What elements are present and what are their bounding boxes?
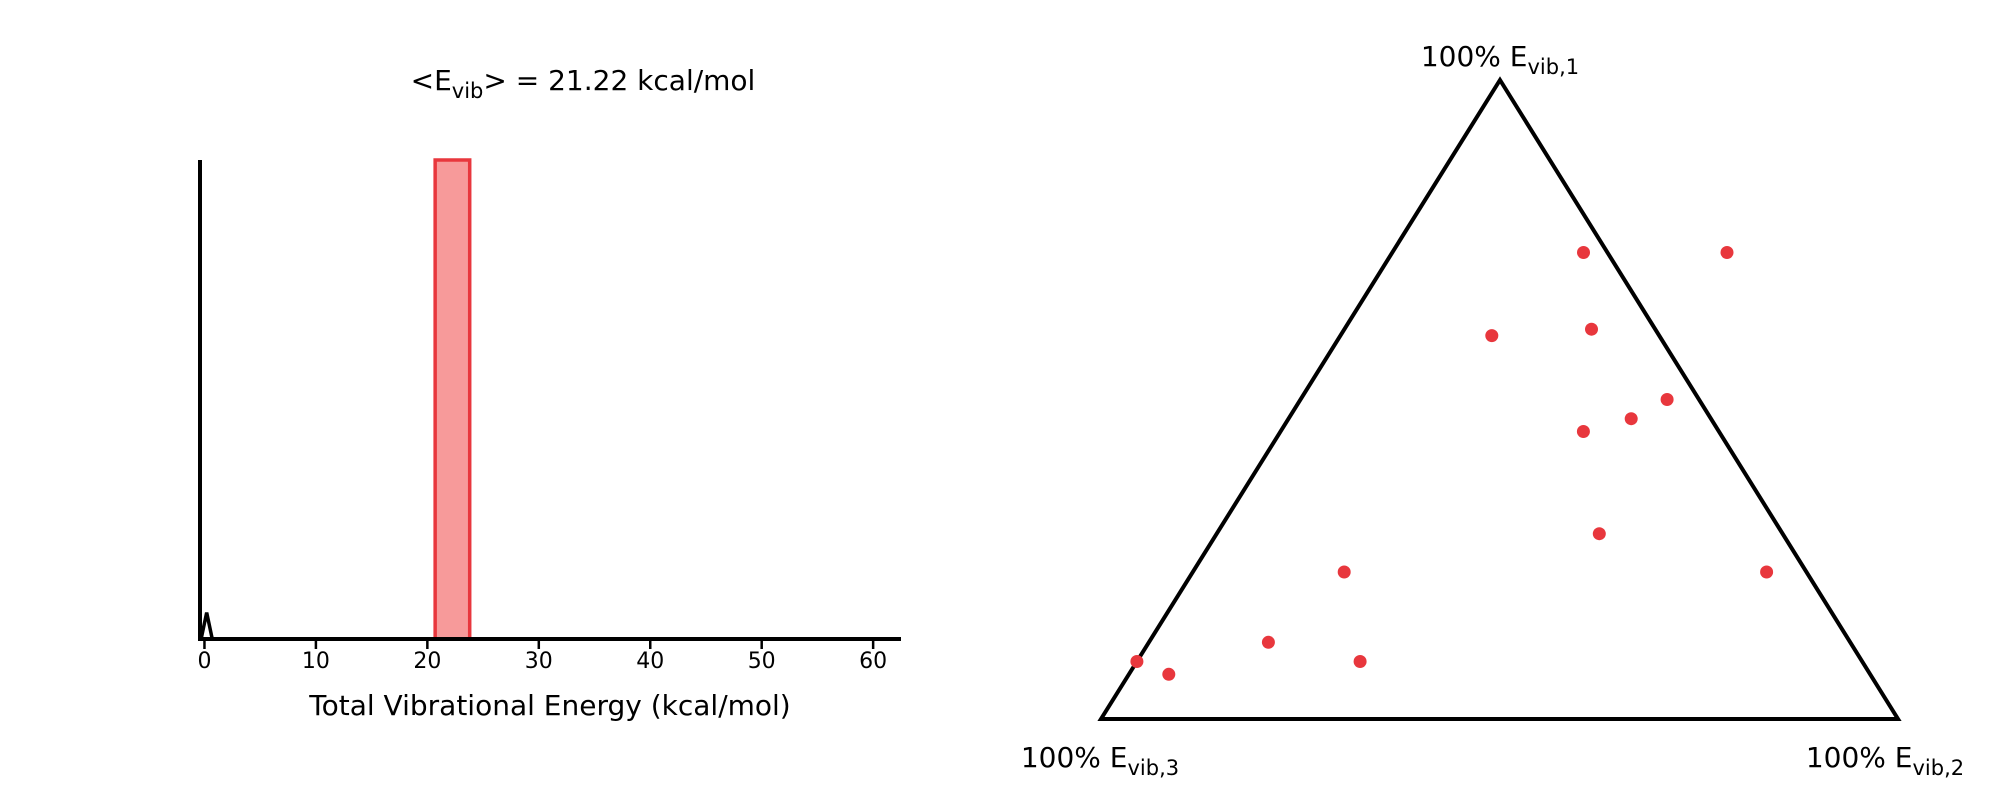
histogram-bar-0: [433, 158, 472, 641]
ternary-panel: 100% Evib,1 100% Evib,2 100% Evib,3: [1021, 40, 1964, 780]
ternary-point: [1585, 322, 1598, 336]
x-tick-label: 40: [636, 649, 664, 674]
x-tick-label: 20: [413, 649, 441, 674]
ternary-point: [1760, 565, 1774, 579]
ternary-point: [1592, 527, 1606, 541]
energy-distribution-trace: [199, 612, 214, 640]
ternary-points: [1130, 246, 1774, 681]
ternary-point: [1162, 667, 1176, 681]
ternary-point: [1660, 393, 1674, 406]
ternary-point: [1624, 412, 1638, 426]
histogram-bars: [433, 158, 472, 641]
ternary-point: [1337, 565, 1351, 579]
ternary-point: [1353, 655, 1367, 668]
histogram-panel: <Evib> = 21.22 kcal/mol 0 10 20 30 40 50 60 To…: [197, 64, 901, 722]
x-tick-label: 30: [525, 649, 553, 674]
ternary-point: [1576, 425, 1590, 438]
x-tick-label: 60: [859, 649, 887, 674]
histogram-title: <Evib> = 21.22 kcal/mol: [411, 64, 756, 103]
x-tick-label: 10: [302, 649, 330, 674]
vertex-label-right: 100% Evib,2: [1806, 741, 1964, 780]
ternary-point: [1130, 655, 1144, 668]
x-axis-label: Total Vibrational Energy (kcal/mol): [308, 689, 790, 722]
ternary-point: [1261, 635, 1275, 649]
ternary-point: [1485, 329, 1499, 343]
ternary-triangle: [1097, 76, 1902, 721]
vertex-label-left: 100% Evib,3: [1021, 741, 1179, 780]
x-axis-ticks: 0 10 20 30 40 50 60: [197, 639, 887, 674]
ternary-point: [1577, 246, 1590, 259]
x-tick-label: 50: [748, 649, 776, 674]
ternary-point: [1720, 246, 1734, 259]
vertex-label-top: 100% Evib,1: [1421, 40, 1579, 79]
x-tick-label: 0: [197, 649, 211, 674]
